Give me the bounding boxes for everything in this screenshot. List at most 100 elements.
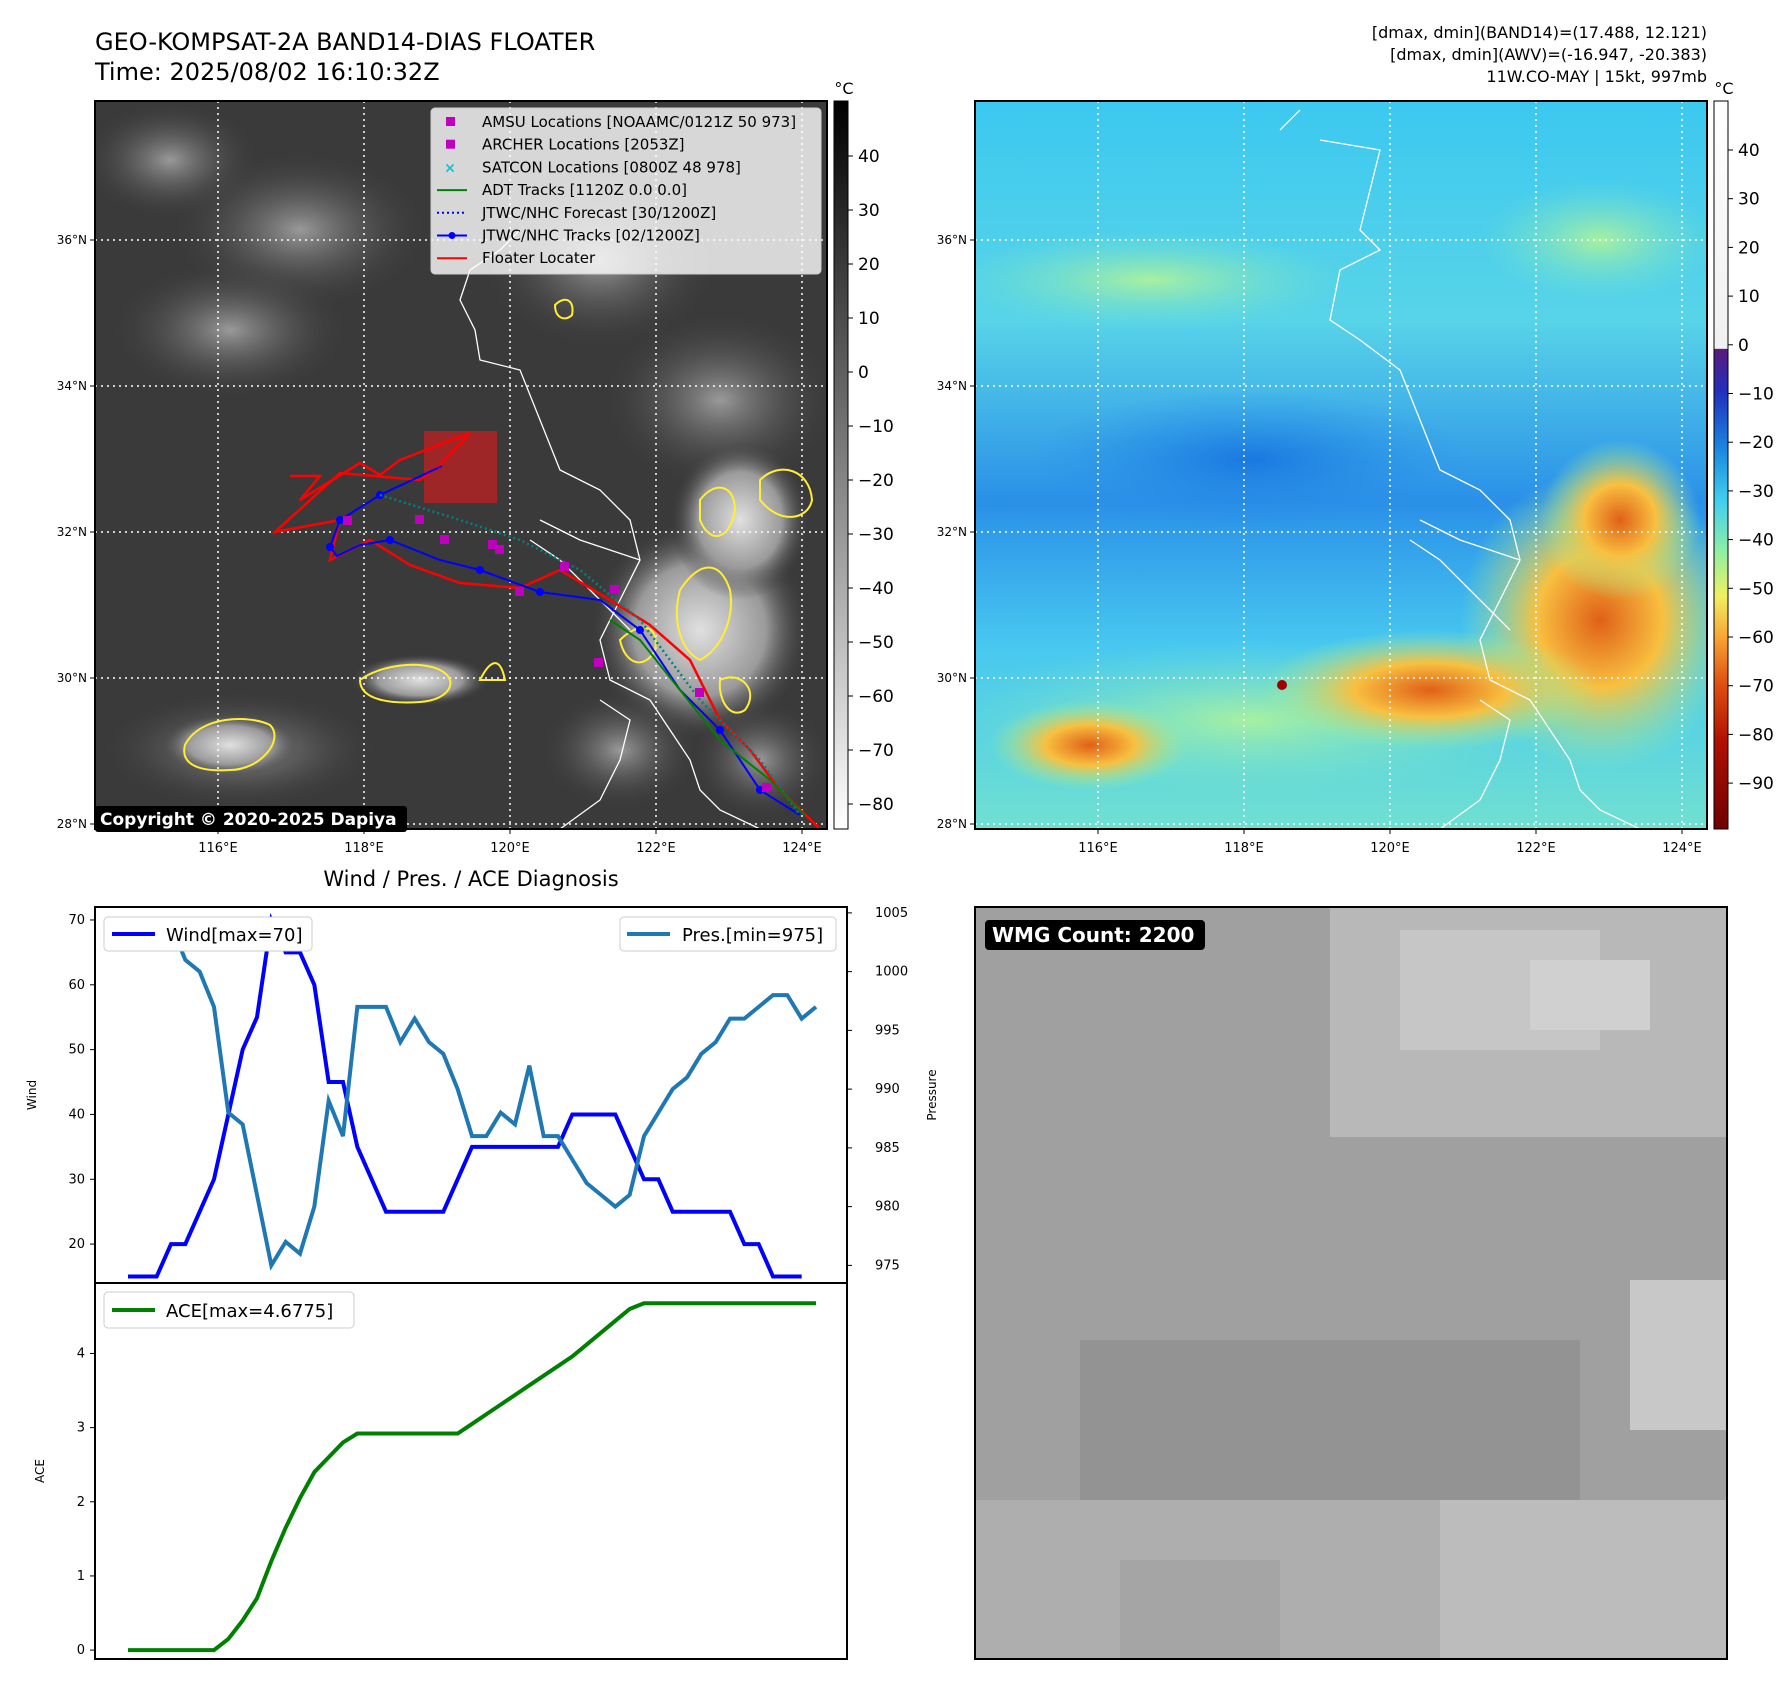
- legend-entry: × SATCON Locations [0800Z 48 978]: [444, 158, 741, 176]
- pressure-tick-label: 1005: [875, 906, 908, 921]
- colorbar-tick-label: −60: [1738, 628, 1774, 648]
- wind-tick-label: 40: [68, 1107, 85, 1122]
- lat-tick-label: 28°N: [57, 817, 87, 831]
- lon-tick-label: 118°E: [344, 841, 384, 856]
- lon-tick-label: 124°E: [1662, 841, 1702, 856]
- legend-label: SATCON Locations [0800Z 48 978]: [482, 158, 741, 176]
- legend-entry: JTWC/NHC Forecast [30/1200Z]: [437, 204, 716, 222]
- legend-marker: [446, 117, 455, 126]
- pressure-tick-label: 990: [875, 1082, 900, 1097]
- jtwc-track: [328, 465, 801, 816]
- legend-label: JTWC/NHC Tracks [02/1200Z]: [481, 227, 700, 245]
- colorbar-tick-label: 30: [1738, 190, 1760, 210]
- diagnosis-title: Wind / Pres. / ACE Diagnosis: [323, 867, 618, 891]
- info-line-1: [dmax, dmin](BAND14)=(17.488, 12.121): [1372, 23, 1707, 42]
- legend-entry: ADT Tracks [1120Z 0.0 0.0]: [437, 181, 687, 199]
- lat-tick-label: 34°N: [57, 379, 87, 393]
- lat-tick-label: 34°N: [937, 379, 967, 393]
- lat-tick-label: 28°N: [937, 817, 967, 831]
- lon-tick-label: 120°E: [490, 841, 530, 856]
- wind-axis-label: Wind: [25, 1080, 39, 1110]
- wind-pressure-chart: 20 30 40 50 60 70 975 980 985 990 995 1000 1005 Wind P…: [25, 906, 939, 1284]
- floater-track: [270, 431, 821, 829]
- lat-tick-label: 30°N: [57, 671, 87, 685]
- lat-tick-label: 32°N: [937, 525, 967, 539]
- ace-legend: ACE[max=4.6775]: [103, 1291, 355, 1329]
- wmg-count-label: WMG Count: 2200: [992, 923, 1194, 947]
- colorbar-tick-label: −10: [1738, 385, 1774, 405]
- pressure-legend-label: Pres.[min=975]: [682, 925, 823, 946]
- colorbar-tick-label: 20: [858, 255, 880, 275]
- colorbar-tick-label: −20: [858, 471, 894, 491]
- colorbar-tick-label: 20: [1738, 238, 1760, 258]
- wind-series-line: [128, 912, 802, 1279]
- legend-marker-dot: [448, 232, 456, 239]
- wv-imagery: [975, 101, 1707, 829]
- ace-chart: 0 1 2 3 4 ACE ACE[max=4.6775]: [33, 1282, 848, 1660]
- pressure-tick-label: 975: [875, 1258, 900, 1273]
- colorbar-tick-label: 10: [1738, 287, 1760, 307]
- colorbar-tick-label: −60: [858, 687, 894, 707]
- legend-label: Floater Locater: [482, 249, 596, 267]
- ace-tick-label: 2: [77, 1495, 85, 1510]
- colorbar-tick-label: −10: [858, 417, 894, 437]
- wv-colorbar: °C 40 30 20 10 0 −10 −20 −30 −40 −50 −60 −70 −80 −90: [1713, 79, 1774, 830]
- ace-tick-label: 0: [77, 1643, 85, 1658]
- colorbar-tick-label: −80: [1738, 725, 1774, 745]
- wind-tick-label: 30: [68, 1172, 85, 1187]
- lat-tick-label: 36°N: [57, 233, 87, 247]
- lon-tick-label: 122°E: [636, 841, 676, 856]
- ir-colorbar-unit: °C: [834, 79, 853, 98]
- ace-tick-label: 4: [77, 1346, 85, 1361]
- wv-map-frame: [974, 100, 1708, 830]
- pressure-tick-label: 980: [875, 1200, 900, 1215]
- colorbar-tick-label: 40: [858, 147, 880, 167]
- colorbar-tick-label: 10: [858, 309, 880, 329]
- lon-tick-label: 122°E: [1516, 841, 1556, 856]
- ace-axis-label: ACE: [33, 1459, 47, 1483]
- lon-tick-label: 118°E: [1224, 841, 1264, 856]
- lon-tick-label: 120°E: [1370, 841, 1410, 856]
- ir-map-frame: [94, 100, 828, 830]
- wv-map-panel: 36°N 34°N 32°N 30°N 28°N 116°E 118°E 120°E 122°E…: [937, 100, 1708, 856]
- info-line-3: 11W.CO-MAY | 15kt, 997mb: [1486, 67, 1707, 86]
- colorbar-tick-label: −50: [1738, 579, 1774, 599]
- lat-tick-label: 30°N: [937, 671, 967, 685]
- wind-legend-label: Wind[max=70]: [166, 925, 303, 946]
- ir-legend: AMSU Locations [NOAAMC/0121Z 50 973] ARCH…: [430, 107, 822, 275]
- lon-tick-label: 116°E: [198, 841, 238, 856]
- figure-title-line1: GEO-KOMPSAT-2A BAND14-DIAS FLOATER: [95, 28, 595, 56]
- legend-marker: [446, 139, 455, 149]
- colorbar-tick-label: −80: [858, 795, 894, 815]
- pressure-tick-label: 985: [875, 1141, 900, 1156]
- legend-label: ADT Tracks [1120Z 0.0 0.0]: [482, 181, 687, 199]
- colorbar-tick-label: 40: [1738, 141, 1760, 161]
- legend-entry: ARCHER Locations [2053Z]: [446, 136, 685, 154]
- lat-tick-label: 36°N: [937, 233, 967, 247]
- ace-tick-label: 1: [77, 1569, 85, 1584]
- pressure-tick-label: 995: [875, 1023, 900, 1038]
- lon-tick-label: 124°E: [782, 841, 822, 856]
- legend-label: AMSU Locations [NOAAMC/0121Z 50 973]: [482, 113, 796, 131]
- lon-tick-label: 116°E: [1078, 841, 1118, 856]
- wind-tick-label: 60: [68, 978, 85, 993]
- figure-title-line2: Time: 2025/08/02 16:10:32Z: [94, 58, 440, 86]
- colorbar-tick-label: −20: [1738, 433, 1774, 453]
- pressure-axis-label: Pressure: [925, 1069, 939, 1120]
- colorbar-tick-label: 30: [858, 201, 880, 221]
- ace-legend-label: ACE[max=4.6775]: [166, 1301, 333, 1322]
- wind-legend: Wind[max=70]: [103, 916, 313, 952]
- colorbar-tick-label: −70: [858, 741, 894, 761]
- colorbar-tick-label: −30: [1738, 482, 1774, 502]
- colorbar-tick-label: −70: [1738, 677, 1774, 697]
- wmg-panel: WMG Count: 2200: [974, 906, 1728, 1660]
- colorbar-tick-label: −50: [858, 633, 894, 653]
- colorbar-tick-label: 0: [858, 363, 869, 383]
- legend-entry: JTWC/NHC Tracks [02/1200Z]: [437, 227, 700, 245]
- colorbar-tick-label: −40: [1738, 531, 1774, 551]
- legend-entry: Floater Locater: [437, 249, 596, 267]
- colorbar-tick-label: 0: [1738, 336, 1749, 356]
- colorbar-tick-label: −40: [858, 579, 894, 599]
- wind-tick-label: 50: [68, 1043, 85, 1058]
